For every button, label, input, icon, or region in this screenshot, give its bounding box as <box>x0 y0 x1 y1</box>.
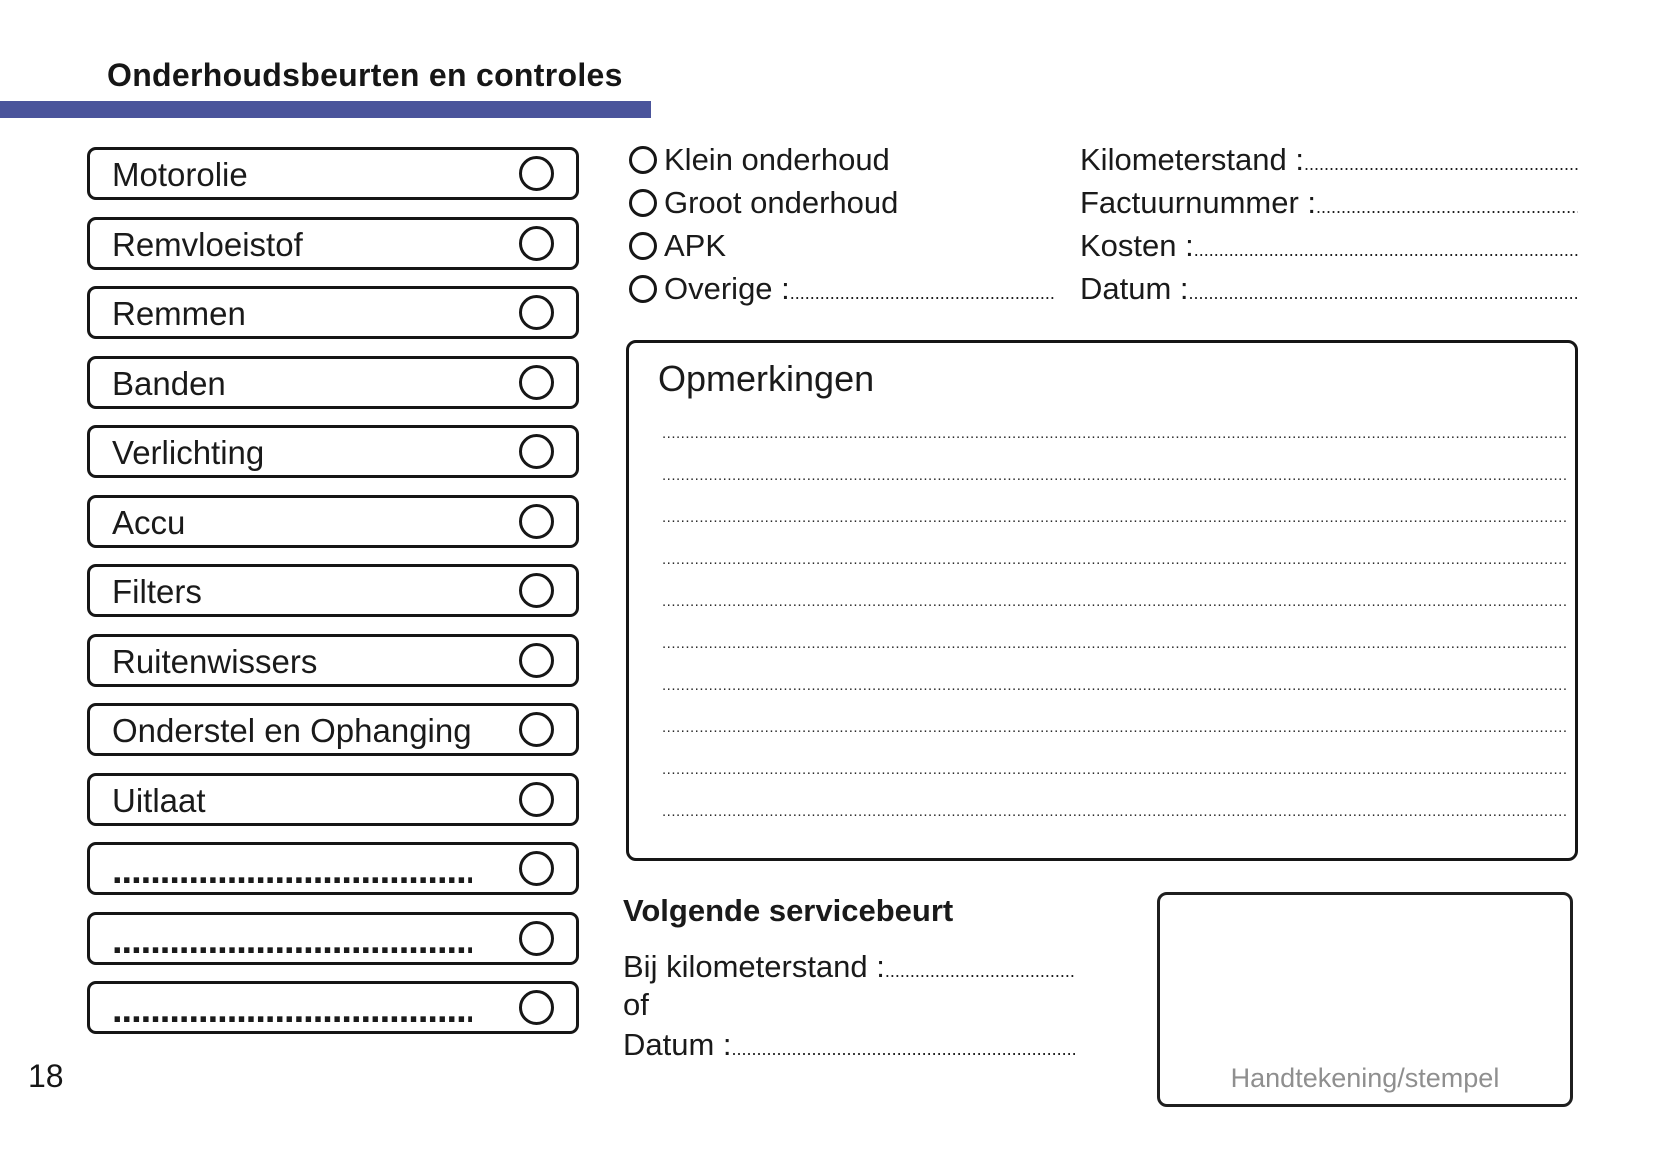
remarks-box: Opmerkingen ............................… <box>626 340 1578 861</box>
invoice-field-row: Kosten :................................… <box>1080 226 1578 266</box>
checklist-check-circle[interactable] <box>519 156 554 191</box>
invoice-field-label: Factuurnummer : <box>1080 185 1317 220</box>
checklist-blank-fill-line[interactable]: ........................................… <box>112 850 472 892</box>
checklist-row-verlichting: Verlichting <box>87 425 579 478</box>
checklist-row-onderstel-en-ophanging: Onderstel en Ophanging <box>87 703 579 756</box>
service-type-label: Klein onderhoud <box>664 142 890 177</box>
service-type-row: Groot onderhoud <box>664 183 1055 223</box>
checklist-row-blank: ........................................… <box>87 981 579 1034</box>
invoice-fill-line[interactable]: ........................................… <box>1316 198 1578 216</box>
checklist-row-accu: Accu <box>87 495 579 548</box>
next-service-field-label: Bij kilometerstand : <box>623 949 885 984</box>
next-service-or-label: of <box>623 987 649 1022</box>
service-type-radio[interactable] <box>629 146 657 174</box>
checklist-item-label: Accu <box>112 504 186 541</box>
service-type-fill-line[interactable]: ........................................… <box>789 284 1055 302</box>
checklist-check-circle[interactable] <box>519 851 554 886</box>
checklist-check-circle[interactable] <box>519 643 554 678</box>
checklist-row-blank: ........................................… <box>87 842 579 895</box>
remarks-fill-line[interactable]: ........................................… <box>662 720 1568 736</box>
invoice-field-label: Kilometerstand : <box>1080 142 1304 177</box>
checklist-row-motorolie: Motorolie <box>87 147 579 200</box>
invoice-fill-line[interactable]: ........................................… <box>1188 284 1578 302</box>
checklist-item-label: Motorolie <box>112 156 248 193</box>
checklist-row-banden: Banden <box>87 356 579 409</box>
title-underline-bar <box>0 101 651 118</box>
checklist-blank-fill-line[interactable]: ........................................… <box>112 920 472 962</box>
checklist-item-label: Remmen <box>112 295 246 332</box>
checklist-row-ruitenwissers: Ruitenwissers <box>87 634 579 687</box>
remarks-fill-line[interactable]: ........................................… <box>662 804 1568 820</box>
checklist-check-circle[interactable] <box>519 434 554 469</box>
checklist-row-filters: Filters <box>87 564 579 617</box>
checklist-check-circle[interactable] <box>519 365 554 400</box>
invoice-field-row: Kilometerstand :........................… <box>1080 140 1578 180</box>
checklist-item-label: Filters <box>112 573 202 610</box>
next-service-field-row: Datum :.................................… <box>623 1025 1075 1065</box>
invoice-field-label: Datum : <box>1080 271 1189 306</box>
invoice-field-row: Factuurnummer :.........................… <box>1080 183 1578 223</box>
remarks-fill-line[interactable]: ........................................… <box>662 678 1568 694</box>
service-type-row: APK <box>664 226 1055 266</box>
checklist-check-circle[interactable] <box>519 504 554 539</box>
checklist-item-label: Verlichting <box>112 434 265 471</box>
invoice-fill-line[interactable]: ........................................… <box>1193 241 1578 259</box>
service-type-label: Groot onderhoud <box>664 185 899 220</box>
invoice-fill-line[interactable]: ........................................… <box>1304 155 1578 173</box>
remarks-fill-line[interactable]: ........................................… <box>662 468 1568 484</box>
service-type-label: APK <box>664 228 727 263</box>
signature-label: Handtekening/stempel <box>1230 1063 1500 1093</box>
checklist-check-circle[interactable] <box>519 226 554 261</box>
page-title: Onderhoudsbeurten en controles <box>107 57 623 93</box>
remarks-fill-line[interactable]: ........................................… <box>662 552 1568 568</box>
checklist-row-remvloeistof: Remvloeistof <box>87 217 579 270</box>
next-service-fill-line[interactable]: ........................................… <box>884 962 1075 980</box>
remarks-title: Opmerkingen <box>658 358 875 399</box>
checklist-check-circle[interactable] <box>519 712 554 747</box>
signature-box[interactable]: Handtekening/stempel <box>1157 892 1573 1107</box>
service-type-row: Klein onderhoud <box>664 140 1055 180</box>
checklist-check-circle[interactable] <box>519 990 554 1025</box>
page-number: 18 <box>28 1058 64 1094</box>
checklist-row-uitlaat: Uitlaat <box>87 773 579 826</box>
remarks-fill-line[interactable]: ........................................… <box>662 510 1568 526</box>
remarks-fill-line[interactable]: ........................................… <box>662 762 1568 778</box>
service-type-label: Overige : <box>664 271 790 306</box>
service-type-radio[interactable] <box>629 275 657 303</box>
remarks-fill-line[interactable]: ........................................… <box>662 426 1568 442</box>
remarks-fill-line[interactable]: ........................................… <box>662 636 1568 652</box>
checklist-check-circle[interactable] <box>519 573 554 608</box>
checklist-item-label: Remvloeistof <box>112 226 303 263</box>
checklist-blank-fill-line[interactable]: ........................................… <box>112 989 472 1031</box>
checklist-check-circle[interactable] <box>519 921 554 956</box>
next-service-field-label: Datum : <box>623 1027 732 1062</box>
next-service-fill-line[interactable]: ........................................… <box>731 1040 1075 1058</box>
next-service-title: Volgende servicebeurt <box>623 893 954 928</box>
checklist-item-label: Uitlaat <box>112 782 206 819</box>
checklist-check-circle[interactable] <box>519 782 554 817</box>
next-service-field-row: Bij kilometerstand :....................… <box>623 947 1075 987</box>
service-type-radio[interactable] <box>629 189 657 217</box>
invoice-field-label: Kosten : <box>1080 228 1194 263</box>
checklist-item-label: Banden <box>112 365 226 402</box>
invoice-field-row: Datum :.................................… <box>1080 269 1578 309</box>
checklist-item-label: Onderstel en Ophanging <box>112 712 472 749</box>
service-type-radio[interactable] <box>629 232 657 260</box>
checklist-row-remmen: Remmen <box>87 286 579 339</box>
checklist-row-blank: ........................................… <box>87 912 579 965</box>
checklist-item-label: Ruitenwissers <box>112 643 318 680</box>
service-type-row: Overige :...............................… <box>664 269 1055 309</box>
remarks-fill-line[interactable]: ........................................… <box>662 594 1568 610</box>
checklist-check-circle[interactable] <box>519 295 554 330</box>
